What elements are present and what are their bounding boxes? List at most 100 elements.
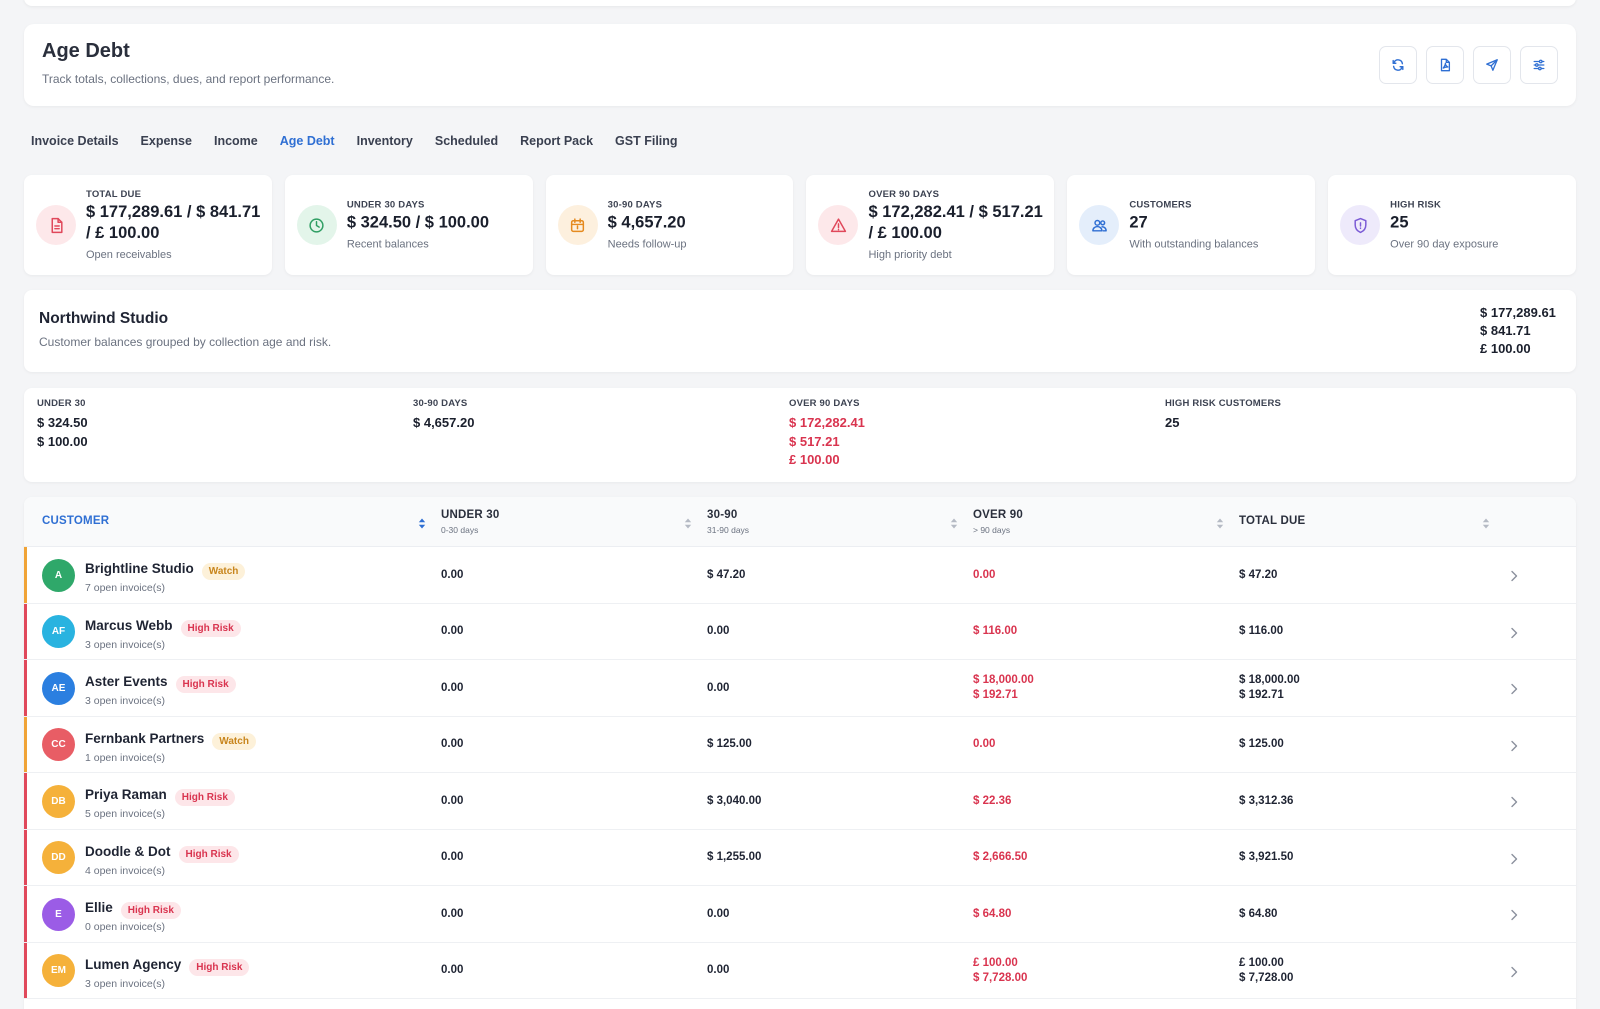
- tab-age-debt[interactable]: Age Debt: [279, 134, 335, 148]
- customer-name[interactable]: Lumen Agency: [85, 956, 182, 972]
- cell-total: $ 3,312.36: [1239, 794, 1293, 809]
- table-row[interactable]: DB Priya Raman High Risk 5 open invoice(s) 0…: [24, 773, 1576, 830]
- chevron-right-icon[interactable]: [1510, 739, 1518, 751]
- stat-label: CUSTOMERS: [1129, 199, 1192, 211]
- cell-value: 0.00: [441, 625, 464, 638]
- customer-name[interactable]: Brightline Studio: [85, 561, 194, 576]
- sort-icon[interactable]: [1482, 516, 1490, 529]
- cell-total: $ 64.80: [1239, 907, 1277, 922]
- tab-income[interactable]: Income: [213, 134, 258, 148]
- table-row[interactable]: CC Fernbank Partners Watch 1 open invoice(s…: [24, 716, 1576, 773]
- cell-value: 0.00: [441, 851, 464, 864]
- customer-name-line: Doodle & Dot High Risk: [85, 840, 239, 863]
- sort-icon[interactable]: [950, 516, 958, 529]
- aging-buckets: UNDER 30 $ 324.50 $ 100.00 30-90 DAYS $ 4,65…: [24, 388, 1576, 482]
- tab-gst-filing[interactable]: GST Filing: [615, 134, 678, 148]
- chevron-right-icon[interactable]: [1510, 852, 1518, 864]
- customer-name-line: Ellie High Risk: [85, 896, 181, 919]
- cell-under30: 0.00: [441, 681, 463, 696]
- chevron-right-icon[interactable]: [1510, 795, 1518, 808]
- page-title: Age Debt: [42, 40, 130, 62]
- stat-card: TOTAL DUE $ 177,289.61 / $ 841.71 / £ 100…: [24, 175, 272, 275]
- stat-caption: High priority debt: [868, 249, 952, 261]
- stat-value: $ 324.50 / $ 100.00: [346, 213, 490, 232]
- column-header-customer[interactable]: CUSTOMER: [24, 497, 1576, 547]
- cell-total: $ 18,000.00 $ 192.71: [1239, 673, 1300, 703]
- cell-value: $ 125.00: [707, 738, 752, 751]
- stat-value: 25: [1390, 213, 1409, 232]
- column-header-total-due[interactable]: TOTAL DUE: [24, 497, 1576, 547]
- warning-icon: [830, 217, 847, 232]
- cell-d30-90: $ 1,255.00: [707, 850, 761, 865]
- cell-d30-90: 0.00: [707, 681, 729, 696]
- table-row[interactable]: AE Aster Events High Risk 3 open invoice(s)…: [24, 660, 1576, 717]
- column-header-30-90[interactable]: 30-90 31-90 days: [24, 497, 1576, 547]
- tab-report-pack[interactable]: Report Pack: [520, 134, 594, 148]
- cell-d30-90: $ 125.00: [707, 737, 752, 752]
- tab-expense[interactable]: Expense: [140, 134, 192, 148]
- sort-icon[interactable]: [684, 516, 692, 529]
- sort-icon[interactable]: [418, 516, 426, 529]
- table-row[interactable]: E Ellie High Risk 0 open invoice(s) 0.00 0.00…: [24, 886, 1576, 943]
- stat-caption: Needs follow-up: [607, 238, 687, 251]
- age-debt-table: CUSTOMER UNDER 30 0-30 days 30-90 31-90 days…: [24, 497, 1576, 1009]
- company-total-value: £ 100.00: [1480, 341, 1531, 356]
- bucket-values: $ 324.50 $ 100.00: [37, 414, 88, 451]
- column-label: CUSTOMER: [42, 515, 110, 527]
- top-card-edge: [24, 0, 1576, 6]
- chevron-right-icon[interactable]: [1510, 569, 1518, 582]
- stat-caption: Open receivables: [86, 249, 172, 261]
- risk-badge: High Risk: [189, 958, 250, 976]
- avatar: E: [42, 897, 75, 931]
- sort-icon[interactable]: [1216, 516, 1224, 529]
- customer-name[interactable]: Doodle & Dot: [85, 843, 171, 859]
- filter-settings-button[interactable]: [1520, 46, 1558, 84]
- customer-name[interactable]: Aster Events: [85, 674, 168, 689]
- tab-scheduled[interactable]: Scheduled: [434, 134, 499, 148]
- cell-value: 0.00: [707, 681, 730, 694]
- customer-name[interactable]: Marcus Webb: [85, 617, 173, 633]
- table-row[interactable]: EM Lumen Agency High Risk 3 open invoice(s)…: [24, 942, 1576, 999]
- table-row[interactable]: DD Doodle & Dot High Risk 4 open invoice(s)…: [24, 829, 1576, 886]
- users-icon-badge: [1079, 205, 1120, 245]
- cell-value: $ 3,921.50: [1239, 851, 1294, 864]
- chevron-right-icon[interactable]: [1510, 626, 1518, 638]
- send-button[interactable]: [1473, 46, 1511, 84]
- customer-name[interactable]: Fernbank Partners: [85, 730, 205, 746]
- cell-value: $ 7,728.00: [1239, 971, 1294, 984]
- customer-info: Lumen Agency High Risk 3 open invoice(s): [85, 953, 250, 990]
- tab-inventory[interactable]: Inventory: [356, 134, 413, 148]
- chevron-right-icon[interactable]: [1510, 682, 1518, 695]
- cell-value: $ 64.80: [973, 907, 1012, 920]
- customer-name[interactable]: Priya Raman: [85, 787, 167, 802]
- page-header: Age Debt Track totals, collections, dues…: [24, 24, 1576, 106]
- column-header-over-90[interactable]: OVER 90 > 90 days: [24, 497, 1576, 547]
- bucket-label: OVER 90 DAYS: [789, 398, 860, 409]
- column-header-under-30[interactable]: UNDER 30 0-30 days: [24, 497, 1576, 547]
- risk-badge: High Risk: [120, 902, 181, 919]
- table-header: CUSTOMER UNDER 30 0-30 days 30-90 31-90 days…: [24, 497, 1576, 547]
- tab-invoice-details[interactable]: Invoice Details: [31, 134, 119, 148]
- stat-label: TOTAL DUE: [86, 189, 142, 200]
- chevron-right-icon[interactable]: [1510, 965, 1518, 977]
- stat-card: 30-90 DAYS $ 4,657.20 Needs follow-up: [545, 175, 794, 275]
- stat-label: UNDER 30 DAYS: [346, 199, 425, 211]
- cell-under30: 0.00: [441, 794, 463, 809]
- stat-value: 27: [1129, 213, 1148, 232]
- cell-value: 0.00: [441, 964, 464, 977]
- stat-value: $ 4,657.20: [607, 213, 686, 232]
- table-row[interactable]: AF Marcus Webb High Risk 3 open invoice(s) 0…: [24, 603, 1576, 660]
- avatar: DD: [42, 841, 75, 875]
- summary-stats: TOTAL DUE $ 177,289.61 / $ 841.71 / £ 100…: [24, 175, 1576, 275]
- export-pdf-button[interactable]: [1426, 46, 1464, 84]
- stat-body: UNDER 30 DAYS $ 324.50 / $ 100.00 Recent b…: [347, 200, 523, 251]
- customer-name[interactable]: Ellie: [85, 900, 113, 915]
- customer-info: Doodle & Dot High Risk 4 open invoice(s): [85, 840, 239, 877]
- cell-over90: $ 22.36: [973, 794, 1011, 809]
- chevron-right-icon[interactable]: [1510, 908, 1518, 921]
- cell-under30: 0.00: [441, 568, 463, 583]
- table-row[interactable]: A Brightline Studio Watch 7 open invoice(s)…: [24, 547, 1576, 604]
- cell-over90: $ 64.80: [973, 907, 1011, 922]
- refresh-button[interactable]: [1379, 46, 1417, 84]
- cell-value: $ 7,728.00: [973, 971, 1028, 984]
